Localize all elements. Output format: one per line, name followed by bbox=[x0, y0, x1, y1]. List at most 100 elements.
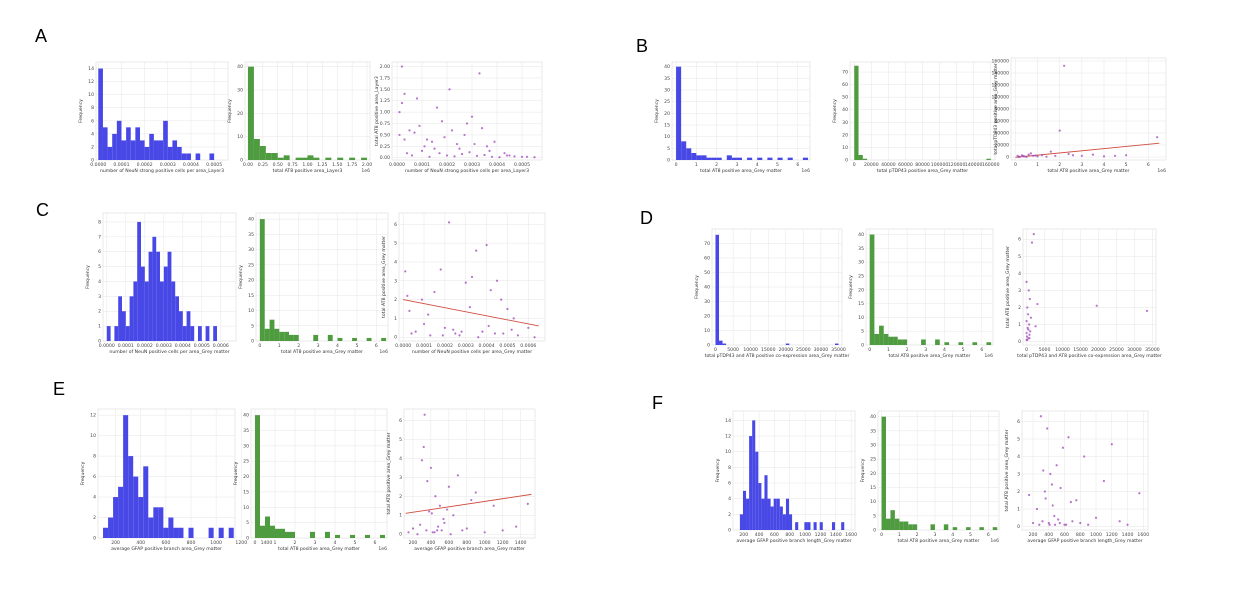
scatter-point bbox=[493, 140, 496, 143]
y-tick-label: 2 bbox=[91, 144, 94, 150]
histogram-bar bbox=[275, 528, 280, 538]
y-tick-label: 1.75 bbox=[380, 75, 390, 81]
scatter-point bbox=[501, 529, 504, 532]
x-tick-label: 5 bbox=[1125, 162, 1128, 168]
plot-area bbox=[865, 228, 994, 346]
y-tick-label: 30 bbox=[704, 299, 710, 305]
scatter-point bbox=[1102, 155, 1106, 158]
y-tick-label: 0.75 bbox=[380, 121, 390, 127]
x-tick-label: 5 bbox=[355, 343, 358, 349]
histogram-bar bbox=[706, 157, 712, 160]
scatter-point bbox=[1032, 233, 1035, 236]
y-tick-label: 60 bbox=[842, 82, 848, 88]
y-tick-label: 35 bbox=[248, 232, 254, 238]
scatter-point bbox=[416, 533, 419, 536]
x-tick-label: 1000 bbox=[1090, 532, 1102, 538]
histogram-bar bbox=[121, 140, 127, 160]
histogram-bar bbox=[972, 342, 978, 345]
scatter-point bbox=[448, 88, 451, 91]
histogram-bar bbox=[114, 326, 119, 341]
y-tick-label: 0 bbox=[1006, 155, 1009, 161]
x-axis-label: total AT8 positive area_Grey matter bbox=[281, 349, 363, 355]
scatter-point bbox=[1028, 337, 1031, 340]
chart-b-3: 0 20000 40000 60000 80000 100000 120000 140000 1… bbox=[991, 57, 1167, 174]
histogram-bar bbox=[813, 522, 817, 530]
scatter-point bbox=[1113, 154, 1117, 157]
histogram-bar bbox=[141, 266, 145, 341]
histogram-bar bbox=[293, 334, 299, 341]
y-tick-label: 2 bbox=[98, 309, 101, 315]
scatter-point bbox=[475, 249, 478, 252]
y-tick-label: 1 bbox=[399, 513, 402, 519]
y-tick-label: 140000 bbox=[991, 71, 1009, 77]
y-tick-label: 50 bbox=[842, 95, 848, 101]
y-tick-label: 10 bbox=[248, 308, 254, 314]
x-tick-label: 2 bbox=[1058, 162, 1061, 168]
x-tick-label: 5000 bbox=[1039, 347, 1051, 353]
y-tick-label: 10 bbox=[870, 499, 876, 505]
x-tick-label: 0.0002 bbox=[437, 343, 453, 349]
y-tick-label: 12 bbox=[88, 79, 94, 85]
x-tick-label: 4 bbox=[756, 162, 759, 168]
x-tick-label: 200 bbox=[111, 540, 120, 546]
y-tick-label: 10 bbox=[842, 145, 848, 151]
y-axis-label: total pTDP43 positive area_Grey matter bbox=[993, 63, 999, 154]
y-tick-label: 8 bbox=[91, 105, 94, 111]
histogram-bar bbox=[736, 157, 743, 160]
scatter-point bbox=[1051, 504, 1054, 507]
x-tick-label: 6 bbox=[980, 347, 983, 353]
y-axis-label: total AT8 positive area_Grey matter bbox=[1005, 246, 1011, 328]
histogram-bar bbox=[116, 120, 122, 160]
histogram-bar bbox=[171, 281, 176, 341]
scatter-point bbox=[447, 485, 450, 488]
x-tick-label: 5000 bbox=[727, 347, 739, 353]
histogram-bar bbox=[118, 486, 124, 538]
scatter-point bbox=[1067, 436, 1070, 439]
scatter-point bbox=[475, 154, 479, 157]
histogram-bar bbox=[979, 527, 984, 530]
histogram-bar bbox=[764, 475, 768, 530]
scatter-point bbox=[508, 154, 511, 157]
histogram-bar bbox=[213, 326, 217, 341]
plot-area bbox=[877, 410, 1000, 531]
scatter-point bbox=[520, 155, 524, 158]
scatter-point bbox=[404, 270, 407, 273]
histogram-bar bbox=[279, 331, 285, 341]
histogram-bar bbox=[381, 337, 387, 341]
histogram-bar bbox=[138, 497, 144, 538]
y-axis-label: Frequency bbox=[715, 458, 721, 482]
x-tick-label: 0 bbox=[853, 162, 856, 168]
x-tick-label: 1 bbox=[695, 162, 698, 168]
y-tick-label: 0 bbox=[251, 339, 254, 345]
histogram-bar bbox=[307, 155, 314, 160]
histogram-bar bbox=[195, 153, 201, 160]
x-tick-label: 3 bbox=[1080, 162, 1083, 168]
histogram-bar bbox=[337, 157, 344, 160]
x-tick-label: 0.0004 bbox=[489, 162, 505, 168]
scatter-point bbox=[403, 138, 406, 141]
histogram-bar bbox=[280, 528, 285, 538]
y-tick-label: 1.50 bbox=[380, 87, 390, 93]
y-axis-label: Frequency bbox=[238, 265, 244, 289]
scatter-point bbox=[1027, 289, 1030, 292]
x-tick-label: 1200 bbox=[815, 532, 827, 538]
scatter-point bbox=[464, 281, 467, 284]
scatter-point bbox=[1042, 469, 1045, 472]
y-tick-label: 4 bbox=[91, 131, 94, 137]
histogram-bar bbox=[135, 127, 140, 160]
y-tick-label: 6 bbox=[394, 222, 397, 228]
x-tick-label: 0.0004 bbox=[175, 343, 191, 349]
chart-d-3: 0 1 2 3 4 5 6 0 5000 10000 15000 20000 25000 30000 350… bbox=[1005, 228, 1162, 359]
y-tick-label: 40 bbox=[842, 107, 848, 113]
histogram-bar bbox=[681, 141, 687, 160]
scatter-point bbox=[456, 474, 459, 477]
histogram-bar bbox=[691, 153, 697, 160]
x-tick-label: 4 bbox=[943, 347, 946, 353]
histogram-bar bbox=[711, 157, 717, 160]
y-tick-label: 25 bbox=[664, 99, 670, 105]
y-tick-label: 30 bbox=[664, 88, 670, 94]
histogram-bar bbox=[879, 325, 884, 345]
scatter-point bbox=[478, 72, 481, 75]
scatter-point bbox=[1110, 443, 1113, 446]
